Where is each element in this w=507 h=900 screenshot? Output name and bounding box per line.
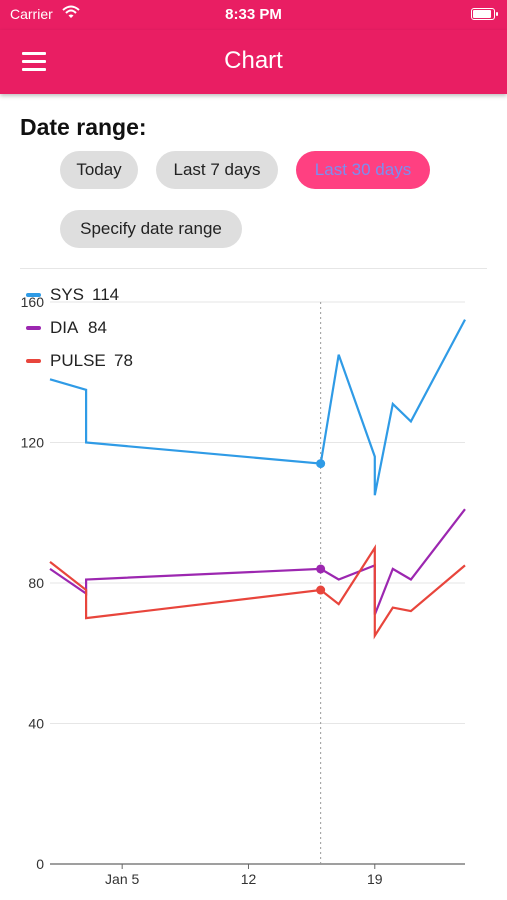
y-tick-label: 160 xyxy=(21,294,45,310)
selected-point-dia xyxy=(316,564,326,574)
chip-today[interactable]: Today xyxy=(60,151,138,189)
chip-last-7-days[interactable]: Last 7 days xyxy=(156,151,278,189)
hamburger-menu-icon[interactable] xyxy=(22,50,48,72)
battery-icon xyxy=(471,8,498,20)
series-line-dia xyxy=(49,508,466,616)
legend-value-sys: 114 xyxy=(92,285,120,304)
legend-value-pulse: 78 xyxy=(114,351,133,370)
selected-point-pulse xyxy=(316,585,326,595)
legend-swatch-pulse xyxy=(26,359,41,363)
blood-pressure-chart[interactable]: 0 40 80 120 160 Jan 5 12 19 SYS 114 DIA 84 PULS… xyxy=(0,270,507,900)
legend-swatch-dia xyxy=(26,326,41,330)
legend-swatch-sys xyxy=(26,293,41,297)
legend-name-sys: SYS xyxy=(50,285,85,304)
y-tick-label: 80 xyxy=(28,575,44,591)
legend-value-dia: 84 xyxy=(88,318,107,337)
selected-point-sys xyxy=(316,459,326,469)
x-tick-label: Jan 5 xyxy=(105,871,139,887)
clock-time: 8:33 PM xyxy=(225,6,282,23)
x-tick-label: 19 xyxy=(367,871,383,887)
legend-name-dia: DIA xyxy=(50,318,79,337)
y-tick-label: 40 xyxy=(28,716,44,732)
chart-canvas[interactable]: 0 40 80 120 160 Jan 5 12 19 xyxy=(0,270,507,900)
series-line-pulse xyxy=(49,544,466,640)
x-tick-label: 12 xyxy=(241,871,257,887)
series-line-sys xyxy=(49,319,466,496)
status-bar: Carrier 8:33 PM xyxy=(0,0,507,30)
divider xyxy=(20,268,487,269)
chip-last-30-days[interactable]: Last 30 days xyxy=(296,151,430,189)
app-bar: Chart xyxy=(0,30,507,94)
legend-name-pulse: PULSE xyxy=(50,351,106,370)
date-range-label: Date range: xyxy=(20,114,147,140)
chip-specify-date-range[interactable]: Specify date range xyxy=(60,210,242,248)
y-tick-label: 120 xyxy=(21,435,45,451)
carrier-label: Carrier xyxy=(10,6,53,22)
wifi-icon xyxy=(62,5,80,24)
page-title: Chart xyxy=(224,47,283,74)
y-tick-label: 0 xyxy=(36,856,44,872)
